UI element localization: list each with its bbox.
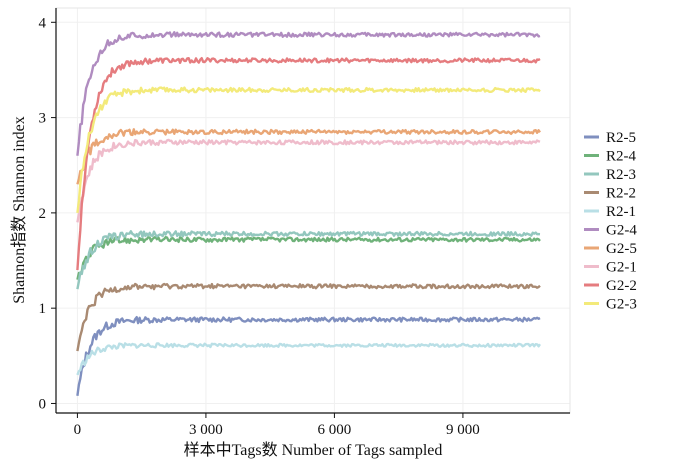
grid — [56, 8, 570, 413]
y-tick-label: 4 — [39, 15, 47, 31]
legend-item-g2-2: G2-2 — [584, 278, 637, 294]
series-line-g2-1 — [76, 138, 541, 223]
legend-label: R2-2 — [606, 186, 636, 202]
series-line-r2-4 — [76, 235, 541, 280]
x-tick-label: 6 000 — [318, 422, 352, 438]
legend-label: R2-1 — [606, 204, 636, 220]
legend-label: G2-4 — [606, 223, 637, 239]
legend-label: G2-5 — [606, 241, 637, 257]
y-tick-label: 3 — [39, 111, 47, 127]
legend-item-r2-4: R2-4 — [584, 149, 637, 165]
legend-label: R2-5 — [606, 130, 636, 146]
y-tick-label: 2 — [39, 206, 47, 222]
legend-item-r2-5: R2-5 — [584, 130, 636, 146]
legend-label: G2-1 — [606, 260, 637, 276]
legend-item-g2-4: G2-4 — [584, 223, 637, 239]
series-line-g2-5 — [76, 128, 541, 185]
legend-label: G2-3 — [606, 297, 637, 313]
series-line-g2-4 — [76, 31, 541, 156]
legend-item-g2-3: G2-3 — [584, 297, 637, 313]
legend-item-g2-1: G2-1 — [584, 260, 637, 276]
series-lines — [76, 31, 541, 396]
series-line-g2-2 — [76, 57, 541, 271]
series-line-r2-3 — [76, 230, 541, 290]
series-line-r2-2 — [76, 282, 541, 352]
y-tick-label: 1 — [39, 301, 47, 317]
legend: R2-5 R2-4 R2-3 R2-2 R2-1 G2-4 G2-5 G2-1 G2-2 G2-3 — [584, 130, 637, 313]
x-tick-label: 3 000 — [189, 422, 223, 438]
legend-item-r2-1: R2-1 — [584, 204, 636, 220]
series-line-g2-3 — [76, 86, 541, 214]
plot-area-frame — [55, 7, 571, 414]
y-axis-title: Shannon指数 Shannon index — [10, 116, 28, 304]
legend-label: R2-4 — [606, 149, 637, 165]
legend-item-g2-5: G2-5 — [584, 241, 637, 257]
legend-item-r2-3: R2-3 — [584, 167, 636, 183]
legend-label: G2-2 — [606, 278, 637, 294]
x-axis-title: 样本中Tags数 Number of Tags sampled — [184, 441, 443, 459]
legend-item-r2-2: R2-2 — [584, 186, 636, 202]
legend-label: R2-3 — [606, 167, 636, 183]
series-line-r2-5 — [76, 316, 541, 396]
x-tick-label: 0 — [74, 422, 82, 438]
x-tick-label: 9 000 — [446, 422, 480, 438]
axes: 0 3 000 6 000 9 000 0 1 2 3 4 — [39, 8, 570, 438]
series-line-r2-1 — [76, 342, 541, 376]
y-tick-label: 0 — [39, 396, 47, 412]
